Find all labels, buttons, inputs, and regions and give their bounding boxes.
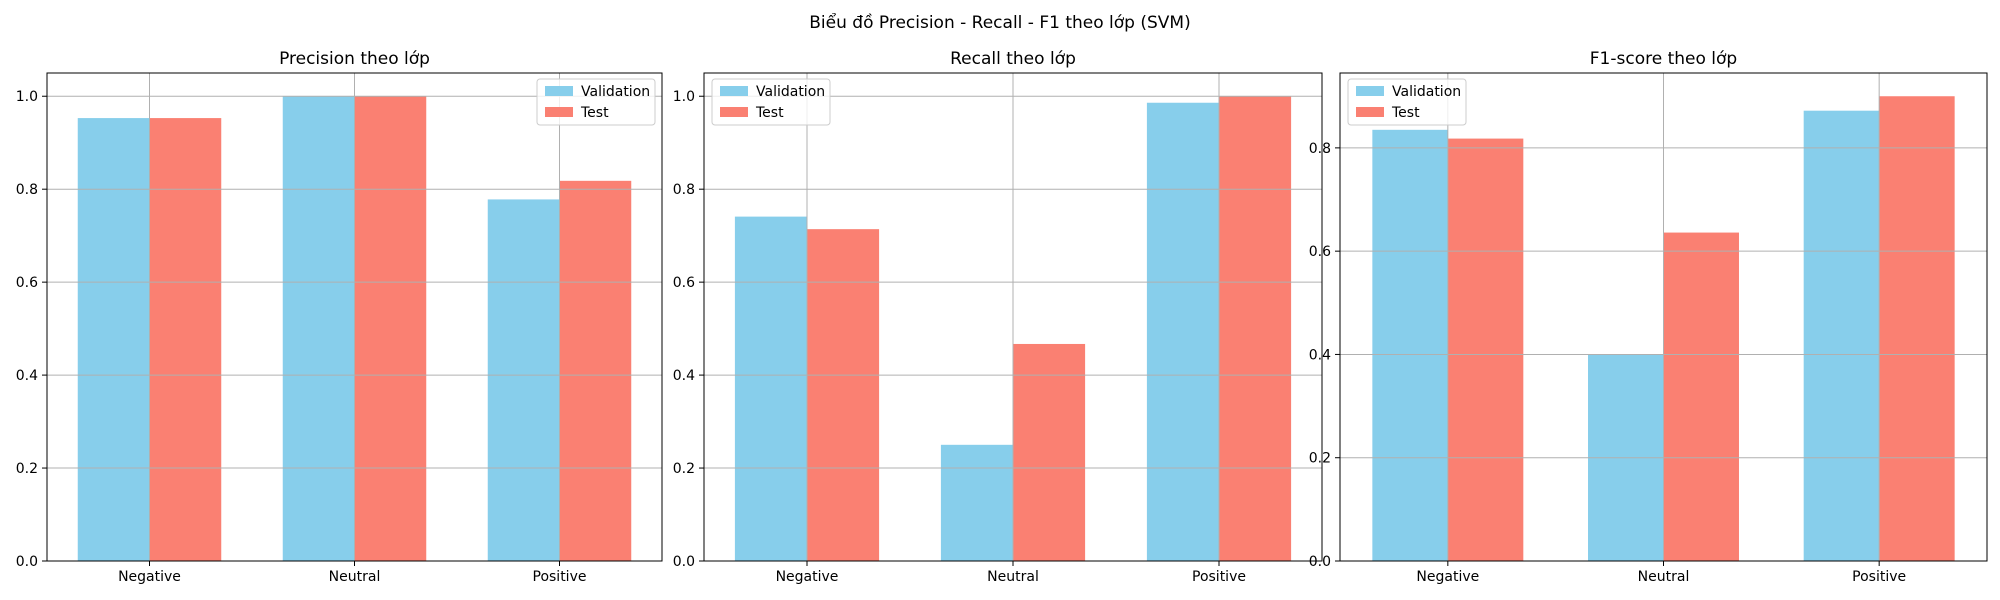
legend-label-validation: Validation — [1392, 84, 1461, 100]
bar-validation-negative — [1372, 129, 1448, 561]
legend-swatch-test — [720, 107, 748, 117]
legend-swatch-validation — [1356, 86, 1384, 96]
x-tick-label: Neutral — [329, 569, 381, 585]
bar-test-neutral — [1663, 232, 1739, 562]
y-tick-label: 0.8 — [16, 182, 38, 198]
y-tick-label: 1.0 — [16, 89, 38, 105]
legend-label-test: Test — [580, 105, 609, 121]
bar-test-positive — [559, 180, 632, 561]
x-tick-label: Negative — [776, 569, 839, 585]
y-tick-label: 0.4 — [1309, 347, 1331, 363]
x-tick-label: Negative — [118, 569, 181, 585]
bar-validation-neutral — [282, 96, 355, 561]
x-tick-label: Positive — [1852, 569, 1906, 585]
x-tick-label: Neutral — [987, 569, 1039, 585]
x-tick-label: Positive — [533, 569, 587, 585]
legend-swatch-test — [545, 107, 573, 117]
x-tick-label: Positive — [1192, 569, 1246, 585]
bar-test-positive — [1879, 96, 1955, 561]
legend-swatch-test — [1356, 107, 1384, 117]
bar-test-neutral — [1013, 343, 1086, 561]
bar-validation-positive — [487, 199, 560, 562]
legend: Validation Test — [536, 78, 656, 126]
legend: Validation Test — [711, 78, 831, 126]
panel-title: Precision theo lớp — [279, 49, 430, 69]
y-tick-label: 0.8 — [1309, 141, 1331, 157]
y-tick-label: 0.4 — [16, 368, 38, 384]
legend-label-validation: Validation — [756, 84, 825, 100]
x-tick-label: Negative — [1416, 569, 1479, 585]
y-tick-label: 0.0 — [16, 554, 38, 570]
chart-panel-3: F1-score theo lớp Negative Neutral Positive… — [1309, 49, 1988, 585]
bar-test-neutral — [354, 96, 427, 561]
figure-title: Biểu đồ Precision - Recall - F1 theo lớp… — [809, 12, 1190, 33]
bar-validation-positive — [1146, 102, 1219, 562]
bar-validation-neutral — [940, 444, 1013, 561]
panel-title: F1-score theo lớp — [1590, 49, 1737, 69]
chart-panel-2: Recall theo lớp Negative Neutral Positive 0.… — [673, 49, 1323, 585]
y-tick-label: 0.8 — [673, 182, 695, 198]
y-tick-label: 0.2 — [673, 461, 695, 477]
legend: Validation Test — [1347, 78, 1467, 126]
y-tick-label: 0.2 — [1309, 451, 1331, 467]
legend-label-validation: Validation — [581, 84, 650, 100]
panel-title: Recall theo lớp — [950, 49, 1076, 69]
y-tick-label: 0.0 — [1309, 554, 1331, 570]
y-tick-label: 0.6 — [1309, 244, 1331, 260]
legend-label-test: Test — [1391, 105, 1420, 121]
y-tick-label: 1.0 — [673, 89, 695, 105]
bar-test-negative — [149, 118, 222, 561]
bar-test-negative — [1447, 138, 1524, 561]
legend-swatch-validation — [545, 86, 573, 96]
y-tick-label: 0.6 — [16, 275, 38, 291]
bar-test-negative — [807, 229, 880, 561]
bar-validation-negative — [77, 118, 150, 561]
y-tick-label: 0.2 — [16, 461, 38, 477]
chart-panel-1: Precision theo lớp Negative Neutral Positiv… — [16, 49, 663, 585]
y-tick-label: 0.4 — [673, 368, 695, 384]
bar-test-positive — [1219, 96, 1292, 561]
bar-validation-positive — [1803, 110, 1880, 561]
y-tick-label: 0.0 — [673, 554, 695, 570]
y-tick-label: 0.6 — [673, 275, 695, 291]
x-tick-label: Neutral — [1638, 569, 1690, 585]
legend-swatch-validation — [720, 86, 748, 96]
legend-label-test: Test — [755, 105, 784, 121]
bar-validation-negative — [734, 216, 807, 561]
